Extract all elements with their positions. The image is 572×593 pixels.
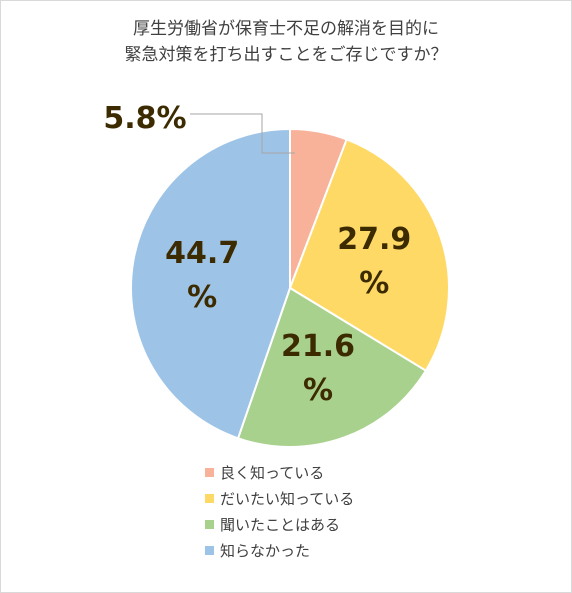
legend-swatch — [205, 467, 214, 477]
legend-swatch — [205, 545, 214, 555]
legend-item-heard-of: 聞いたことはある — [205, 511, 354, 537]
slice-heard-of — [236, 286, 428, 448]
legend-label: 聞いたことはある — [220, 515, 341, 534]
legend-swatch — [205, 519, 214, 529]
legend-swatch — [205, 493, 214, 503]
legend-item-roughly-known: だいたい知っている — [205, 485, 354, 511]
data-label-roughly-known-value: 27.9 — [337, 222, 411, 257]
data-label-roughly-known-unit: % — [359, 266, 389, 301]
legend-label: 知らなかった — [220, 541, 311, 560]
data-label-did-not-know-value: 44.7 — [165, 236, 239, 271]
legend-label: だいたい知っている — [220, 489, 355, 508]
data-label-well-known: 5.8% — [103, 101, 186, 136]
data-label-heard-of-value: 21.6 — [281, 329, 355, 364]
legend: 良く知っている だいたい知っている 聞いたことはある 知らなかった — [205, 459, 354, 563]
legend-item-well-known: 良く知っている — [205, 459, 354, 485]
chart-title-line-2: 緊急対策を打ち出すことをご存じですか？ — [124, 45, 448, 65]
data-label-heard-of-unit: % — [303, 373, 333, 408]
data-label-did-not-know-unit: % — [187, 280, 217, 315]
legend-label: 良く知っている — [220, 463, 325, 482]
slice-did-not-know — [130, 127, 291, 440]
legend-item-did-not-know: 知らなかった — [205, 537, 354, 563]
data-label-leader-line — [190, 113, 295, 154]
slice-roughly-known — [288, 138, 450, 373]
chart-title: 厚生労働省が保育士不足の解消を目的に 緊急対策を打ち出すことをご存じですか？ — [0, 16, 572, 68]
chart-title-line-1: 厚生労働省が保育士不足の解消を目的に — [133, 19, 439, 39]
